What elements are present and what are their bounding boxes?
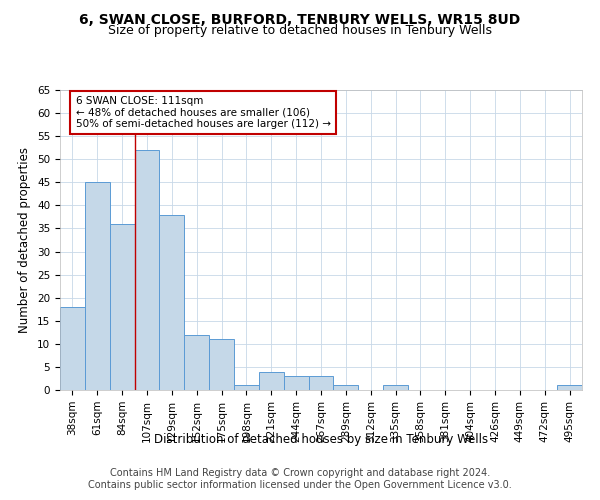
Text: Contains HM Land Registry data © Crown copyright and database right 2024.: Contains HM Land Registry data © Crown c… bbox=[110, 468, 490, 477]
Text: 6, SWAN CLOSE, BURFORD, TENBURY WELLS, WR15 8UD: 6, SWAN CLOSE, BURFORD, TENBURY WELLS, W… bbox=[79, 12, 521, 26]
Bar bbox=[259, 372, 284, 390]
Y-axis label: Number of detached properties: Number of detached properties bbox=[19, 147, 31, 333]
Bar bbox=[557, 386, 582, 390]
Text: Contains public sector information licensed under the Open Government Licence v3: Contains public sector information licen… bbox=[88, 480, 512, 490]
Bar bbox=[134, 150, 160, 390]
Bar bbox=[184, 334, 209, 390]
Bar bbox=[85, 182, 110, 390]
Bar bbox=[209, 339, 234, 390]
Bar bbox=[110, 224, 134, 390]
Bar bbox=[60, 307, 85, 390]
Bar bbox=[234, 386, 259, 390]
Text: 6 SWAN CLOSE: 111sqm
← 48% of detached houses are smaller (106)
50% of semi-deta: 6 SWAN CLOSE: 111sqm ← 48% of detached h… bbox=[76, 96, 331, 129]
Bar bbox=[284, 376, 308, 390]
Text: Distribution of detached houses by size in Tenbury Wells: Distribution of detached houses by size … bbox=[154, 432, 488, 446]
Bar bbox=[160, 214, 184, 390]
Bar bbox=[334, 386, 358, 390]
Bar bbox=[308, 376, 334, 390]
Bar bbox=[383, 386, 408, 390]
Text: Size of property relative to detached houses in Tenbury Wells: Size of property relative to detached ho… bbox=[108, 24, 492, 37]
